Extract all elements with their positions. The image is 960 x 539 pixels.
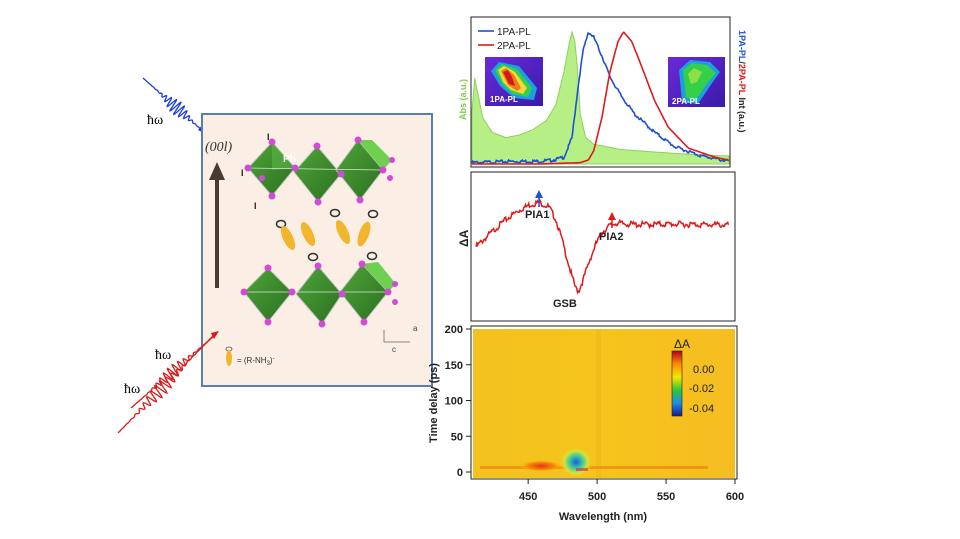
iodine-label-mid: I [241, 168, 244, 178]
top-left-axis-label: Abs (a.u.) [458, 79, 468, 120]
annotation-pia1: PIA1 [525, 209, 549, 221]
delta-a-spectrum-line [475, 198, 730, 295]
heatmap-y-axis-label: Time delay (ps) [428, 363, 440, 443]
y-tick-label: 150 [445, 360, 463, 372]
iodine-atoms-upper [244, 136, 395, 206]
photon-energy-label-red-2: ħω [124, 382, 140, 397]
inset-label-1pa: 1PA-PL [490, 95, 518, 104]
heatmap-streak [596, 329, 601, 478]
iodine-label-bottom: I [254, 201, 257, 211]
y-tick-label: 100 [445, 396, 463, 408]
heatmap-y-ticks: 0 50 100 150 200 [445, 324, 471, 479]
heatmap-pia1-feature [519, 460, 563, 472]
direction-arrow-head [209, 162, 225, 180]
two-photon-beam-2 [130, 335, 215, 409]
heatmap-x-axis-label: Wavelength (nm) [559, 511, 648, 523]
pb-label: Pb [283, 154, 296, 165]
photon-energy-label-blue: ħω [147, 113, 163, 128]
heatmap-time-zero-band [480, 466, 708, 469]
colorbar-tick-0: 0.00 [693, 364, 714, 376]
upper-octahedra-layer [247, 139, 392, 203]
inset-1pa-pl-image: 1PA-PL [485, 57, 543, 106]
heatmap-gsb-core [576, 468, 588, 471]
legend-label-2pa: 2PA-PL [497, 41, 531, 52]
photon-energy-label-red-1: ħω [155, 348, 171, 363]
y-tick-label: 0 [457, 467, 463, 479]
y-tick-label: 50 [451, 431, 463, 443]
heatmap-background [473, 329, 735, 478]
pia2-arrow-head [608, 212, 616, 220]
legend-cation-chain [226, 350, 232, 366]
middle-y-axis-label: ΔA [457, 229, 471, 247]
x-tick-label: 600 [726, 491, 744, 503]
colorbar-tick-1: -0.02 [689, 383, 714, 395]
middle-panel-frame [470, 171, 736, 322]
absorption-pl-panel: 1PA-PL 2PA-PL 1PA-PL 2PA-PL Abs (a.u.) 1… [458, 16, 747, 168]
x-tick-label: 450 [519, 491, 537, 503]
transient-absorption-spectrum-panel: ΔA PIA1 GSB PIA2 [457, 171, 736, 322]
axis-c-label: c [392, 345, 396, 354]
x-tick-label: 500 [588, 491, 606, 503]
x-tick-label: 550 [657, 491, 675, 503]
colorbar-label: ΔA [674, 337, 690, 351]
series-2pa-pl-line [472, 31, 729, 165]
annotation-pia2: PIA2 [599, 231, 623, 243]
heatmap-gsb-feature [559, 446, 593, 478]
one-photon-beam [142, 77, 205, 133]
axis-glyph [383, 330, 410, 343]
heatmap-panel: ΔA 0.00 -0.02 -0.04 450 500 550 600 0 50 100 1… [428, 324, 744, 523]
inset-2pa-pl-image: 2PA-PL [668, 57, 725, 107]
iodine-atoms-lower [240, 260, 398, 328]
annotation-gsb: GSB [553, 298, 577, 310]
two-photon-beam-arrowhead [211, 331, 219, 339]
series-1pa-pl-line [471, 31, 730, 166]
legend-label-1pa: 1PA-PL [497, 27, 531, 38]
direction-label: (00l) [205, 140, 233, 155]
two-photon-beam-1 [117, 335, 214, 434]
top-right-axis-label: 1PA-PL/2PA-PL Int (a.u.) [737, 30, 747, 133]
organic-cations [275, 208, 379, 262]
lower-octahedra-layer [243, 262, 396, 325]
axis-a-label: a [413, 324, 418, 333]
iodine-label-top: I [267, 132, 270, 142]
heatmap-x-ticks: 450 500 550 600 [519, 479, 744, 503]
y-tick-label: 200 [445, 324, 463, 336]
cation-legend-label: = (R-NH3)- [237, 356, 275, 367]
inset-label-2pa: 2PA-PL [672, 97, 700, 106]
abs-series-area [471, 30, 730, 165]
crystal-structure-illustration: ħω (00l) Pb I I I [117, 77, 433, 434]
colorbar-tick-2: -0.04 [689, 403, 714, 415]
pia1-arrow-head [535, 190, 543, 198]
colorbar [671, 350, 683, 417]
